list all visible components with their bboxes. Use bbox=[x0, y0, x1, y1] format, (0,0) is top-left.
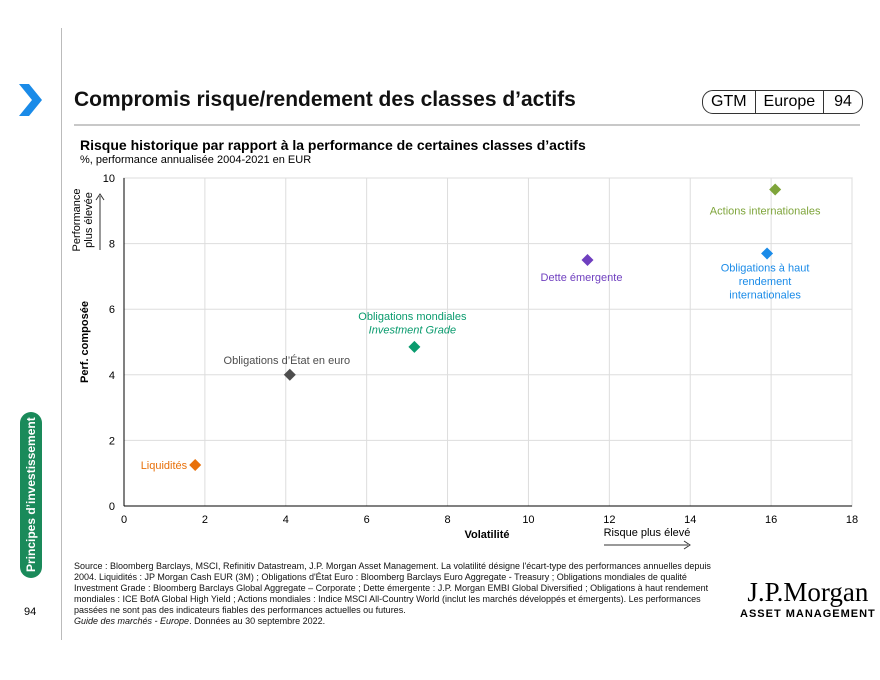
y-axis-label: Perf. composée bbox=[79, 301, 91, 383]
badge-region: Europe bbox=[756, 91, 825, 113]
data-point bbox=[189, 459, 202, 471]
data-point bbox=[581, 254, 594, 266]
x-tick-label: 2 bbox=[202, 514, 208, 526]
data-label: rendement bbox=[739, 276, 792, 288]
x-tick-label: 8 bbox=[444, 514, 450, 526]
y-tick-label: 8 bbox=[109, 239, 115, 251]
x-tick-label: 16 bbox=[765, 514, 777, 526]
plot-frame bbox=[123, 177, 853, 507]
x-annotation: Risque plus élevé bbox=[604, 527, 691, 539]
source-note: Source : Bloomberg Barclays, MSCI, Refin… bbox=[74, 561, 724, 627]
arrow-head-icon bbox=[683, 540, 691, 550]
logo-line2: ASSET MANAGEMENT bbox=[740, 608, 876, 620]
page-title: Compromis risque/rendement des classes d… bbox=[74, 88, 576, 111]
x-tick-label: 4 bbox=[283, 514, 289, 526]
x-tick-label: 12 bbox=[603, 514, 615, 526]
data-label: Liquidités bbox=[141, 460, 188, 472]
chevron-right-icon bbox=[19, 84, 42, 116]
data-label: Actions internationales bbox=[710, 205, 821, 217]
divider bbox=[61, 28, 62, 640]
data-point bbox=[408, 340, 421, 353]
gtm-badge: GTM Europe 94 bbox=[702, 90, 863, 114]
data-label: Obligations d’État en euro bbox=[224, 354, 351, 367]
x-tick-label: 14 bbox=[684, 514, 696, 526]
y-tick-label: 2 bbox=[109, 435, 115, 447]
arrow-head-icon bbox=[95, 193, 105, 201]
page-number: 94 bbox=[24, 606, 37, 618]
badge-gtm: GTM bbox=[703, 91, 756, 113]
data-point bbox=[283, 368, 296, 381]
title-divider bbox=[74, 124, 860, 126]
x-tick-label: 10 bbox=[522, 514, 534, 526]
y-annotation: Performance bbox=[71, 189, 83, 252]
jpmorgan-logo: J.P.Morgan ASSET MANAGEMENT bbox=[740, 577, 876, 620]
x-tick-label: 6 bbox=[364, 514, 370, 526]
chart-title: Risque historique par rapport à la perfo… bbox=[80, 137, 586, 153]
data-date: . Données au 30 septembre 2022. bbox=[189, 616, 326, 626]
badge-page: 94 bbox=[834, 93, 852, 110]
logo-line1: J.P.Morgan bbox=[747, 577, 869, 607]
y-tick-label: 0 bbox=[109, 501, 115, 513]
source-text: Source : Bloomberg Barclays, MSCI, Refin… bbox=[74, 561, 711, 615]
guide-title: Guide des marchés - Europe bbox=[74, 616, 190, 626]
data-label: internationales bbox=[729, 289, 801, 301]
data-label: Obligations à haut bbox=[721, 262, 810, 274]
y-annotation: plus élevée bbox=[83, 192, 95, 248]
x-tick-label: 0 bbox=[121, 514, 127, 526]
y-tick-label: 4 bbox=[109, 370, 115, 382]
data-label: Investment Grade bbox=[369, 324, 456, 336]
y-tick-label: 6 bbox=[109, 304, 115, 316]
data-label: Dette émergente bbox=[541, 272, 623, 284]
chart-subtitle: %, performance annualisée 2004-2021 en E… bbox=[80, 154, 312, 166]
x-axis-label: Volatilité bbox=[464, 529, 509, 541]
data-point bbox=[761, 247, 774, 260]
data-label: Obligations mondiales bbox=[358, 311, 467, 323]
y-tick-label: 10 bbox=[103, 173, 115, 185]
data-point bbox=[769, 183, 782, 196]
x-tick-label: 18 bbox=[846, 514, 858, 526]
